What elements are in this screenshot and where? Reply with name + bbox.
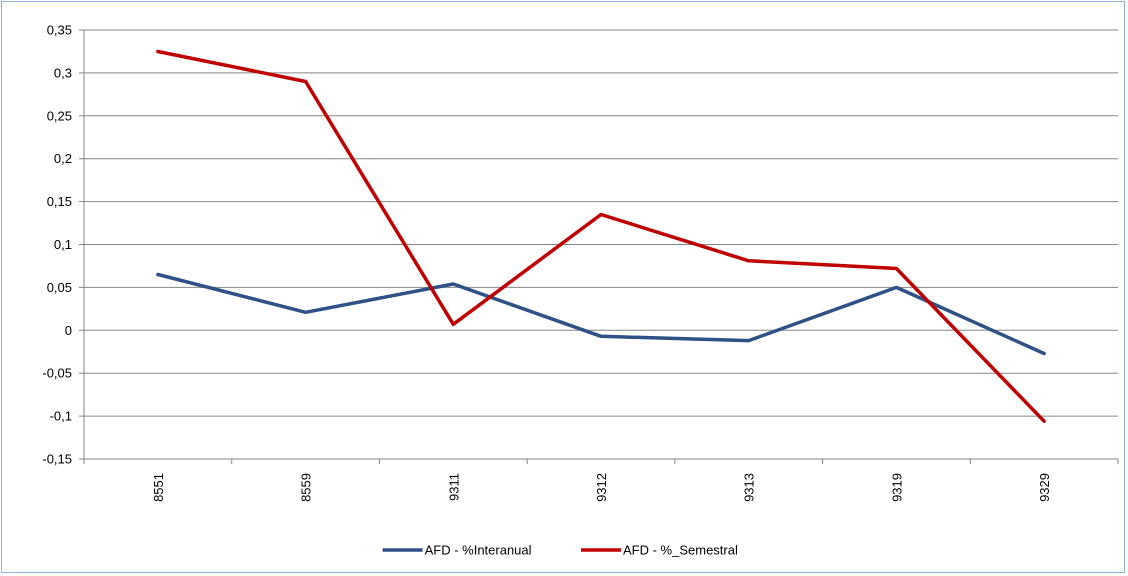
x-tick-label: 9313 (742, 473, 757, 502)
y-tick-label: 0,15 (47, 194, 72, 209)
gridlines (84, 29, 1118, 460)
x-tick-label: 8559 (299, 473, 314, 502)
y-tick-label: 0,35 (47, 23, 72, 38)
x-tick-label: 9312 (594, 473, 609, 502)
x-tick-labels: 8551 8559 9311 9312 9313 9319 9329 (151, 473, 1052, 502)
series-lines (156, 49, 1046, 423)
y-tick-label: -0,05 (42, 366, 72, 381)
y-tick-label: 0 (65, 323, 72, 338)
y-tick-label: -0,15 (42, 452, 72, 467)
y-tick-label: 0,1 (54, 237, 72, 252)
y-tick-label: -0,1 (50, 409, 72, 424)
axes (79, 29, 1119, 464)
x-tick-label: 8551 (151, 473, 166, 502)
y-tick-label: 0,2 (54, 151, 72, 166)
y-tick-label: 0,25 (47, 108, 72, 123)
series-line-2 (156, 49, 1046, 423)
series-line-1 (156, 272, 1046, 356)
y-tick-label: 0,3 (54, 65, 72, 80)
legend-label-2: AFD - %_Semestral (623, 543, 738, 558)
x-tick-label: 9311 (446, 473, 461, 501)
x-tick-label: 9329 (1037, 473, 1052, 502)
x-tick-label: 9319 (889, 473, 904, 502)
y-tick-labels: 0,35 0,3 0,25 0,2 0,15 0,1 0,05 0 -0,05 -0,1 -0,15 (42, 23, 72, 467)
y-tick-label: 0,05 (47, 280, 72, 295)
legend-label-1: AFD - %Interanual (425, 543, 532, 558)
legend: AFD - %Interanual AFD - %_Semestral (382, 543, 738, 558)
